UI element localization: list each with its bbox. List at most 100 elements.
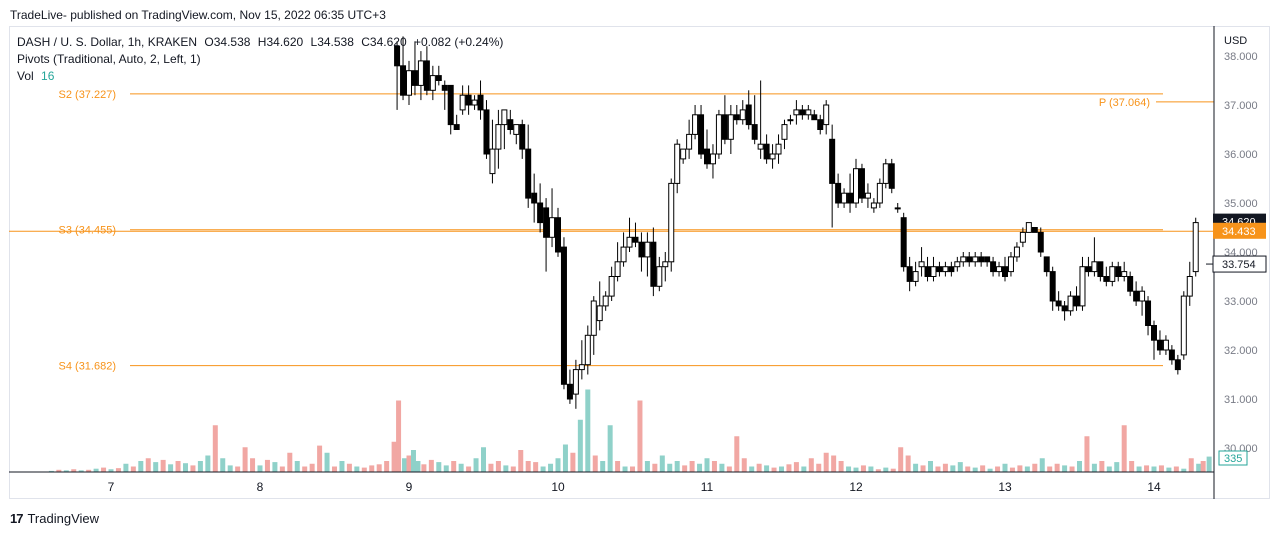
volume-bar (406, 455, 412, 472)
candle-body (978, 256, 985, 263)
candle-body (453, 124, 460, 130)
volume-bar (235, 466, 241, 472)
volume-bar (250, 458, 256, 472)
volume-indicator[interactable]: Vol 16 (17, 68, 503, 85)
candle-body (841, 192, 848, 204)
candle-body (1186, 276, 1193, 297)
candle-body (805, 109, 812, 116)
candle-body (876, 182, 883, 204)
candle-body (1031, 227, 1038, 233)
candle-body (674, 143, 681, 184)
close-label: C (361, 35, 370, 49)
candle-body (918, 261, 925, 268)
x-tick-layer: 7 8 9 10 11 12 13 14 (108, 480, 1161, 494)
change-value: +0.082 (+0.24%) (413, 35, 504, 49)
candle-body (686, 133, 693, 150)
candle-body (751, 124, 758, 140)
volume-bar (637, 400, 643, 472)
candle-body (721, 114, 728, 140)
candle-body (972, 256, 979, 263)
candle-body (811, 114, 818, 121)
volume-bar (905, 455, 911, 472)
volume-bar (779, 466, 784, 472)
candle-body (662, 261, 669, 268)
candle-body (680, 148, 687, 160)
volume-bar (1114, 462, 1120, 472)
y-tick-label: 35.000 (1224, 198, 1258, 210)
volume-bar (205, 455, 211, 472)
candle-body (1121, 271, 1128, 278)
pivot-label: S4 (31.682) (59, 361, 116, 373)
volume-bar (667, 463, 673, 472)
candle-body (709, 153, 716, 165)
candle-body (966, 256, 973, 263)
candle-body (888, 163, 895, 189)
volume-bar (108, 469, 114, 472)
price-badge (1213, 222, 1266, 239)
volume-bar (682, 465, 688, 472)
candle-body (596, 305, 603, 322)
volume-bar (920, 465, 926, 472)
candle-body (727, 114, 734, 140)
volume-bar (942, 463, 948, 472)
volume-bar (354, 466, 360, 472)
pivots-indicator-label[interactable]: Pivots (Traditional, Auto, 2, Left, 1) (17, 52, 201, 66)
candle-body (1180, 295, 1187, 356)
candle-body (1055, 300, 1062, 307)
symbol-label: DASH / U. S. Dollar, 1h, KRAKEN (17, 35, 198, 49)
volume-bar (410, 450, 416, 472)
volume-value: 16 (41, 69, 55, 83)
x-tick-label: 8 (257, 480, 264, 494)
volume-bar (622, 466, 628, 472)
volume-bar (741, 458, 747, 472)
volume-bar (615, 461, 621, 472)
candle-body (900, 217, 907, 268)
candle-body (1013, 246, 1020, 258)
volume-bar (1188, 458, 1194, 472)
volume-bar (1151, 466, 1157, 472)
y-tick-label: 33.000 (1224, 296, 1258, 308)
tradingview-logo-icon: 17 (10, 511, 24, 526)
volume-bar (548, 463, 554, 472)
volume-bar (93, 468, 99, 472)
candle-body (400, 65, 407, 96)
candle-body (1091, 261, 1098, 273)
volume-bar (488, 463, 494, 472)
volume-bar (577, 419, 583, 472)
candle-body (757, 143, 764, 150)
volume-bar (607, 425, 613, 472)
volume-bar (123, 463, 129, 472)
candle-body (602, 295, 609, 307)
volume-bar (1144, 465, 1150, 472)
volume-bar (987, 468, 993, 472)
volume-bar (1206, 456, 1212, 472)
candle-body (715, 114, 722, 155)
pivot-layer: S2 (37.227)P (37.064)S3 (34.455)S4 (31.6… (9, 89, 1214, 373)
volume-bar (883, 467, 889, 472)
volume-bar (115, 468, 121, 472)
volume-bar (190, 465, 196, 472)
candle-body (1145, 300, 1152, 326)
volume-bar (950, 465, 956, 472)
candle-body (435, 75, 442, 81)
candle-body (1115, 266, 1122, 278)
volume-bar (585, 389, 591, 472)
candle-body (864, 192, 871, 199)
volume-bar (78, 470, 84, 472)
candle-body (1019, 231, 1026, 243)
candle-body (525, 148, 532, 199)
volume-bar (227, 465, 233, 472)
volume-bar (339, 461, 345, 472)
volume-bar (533, 462, 539, 472)
volume-bar (160, 459, 166, 472)
candle-body (632, 236, 639, 243)
volume-bar (898, 447, 904, 472)
volume-bar (361, 467, 367, 472)
volume-bar (1099, 461, 1105, 472)
volume-badge (1218, 450, 1248, 466)
candle-body (531, 192, 538, 204)
volume-bar (592, 455, 598, 472)
x-tick-label: 7 (108, 480, 115, 494)
volume-bar (853, 467, 859, 472)
